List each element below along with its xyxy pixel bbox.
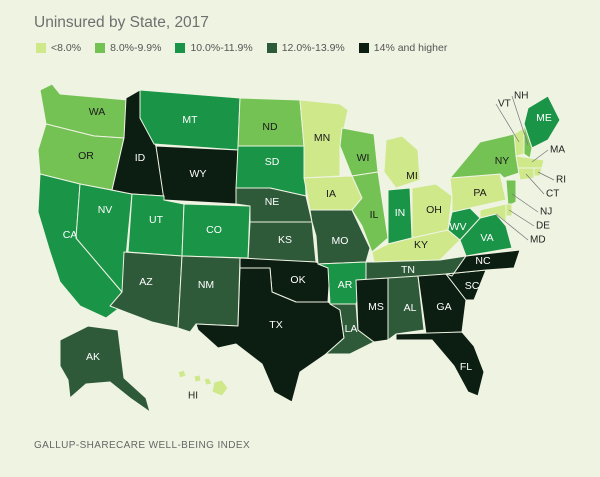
leader-line [511, 193, 539, 213]
page-title: Uninsured by State, 2017 [34, 14, 209, 31]
state-label-ga: GA [436, 301, 451, 313]
state-label-wv: WV [450, 221, 467, 233]
state-label-wa: WA [89, 106, 106, 118]
state-label-hi: HI [188, 391, 198, 402]
leader-line [531, 149, 549, 163]
state-ak [59, 325, 151, 413]
state-label-nv: NV [98, 204, 113, 216]
state-label-tn: TN [401, 264, 415, 276]
leader-line [525, 173, 545, 195]
legend: <8.0% 8.0%-9.9% 10.0%-11.9% 12.0%-13.9% 14% … [36, 42, 461, 54]
legend-swatch [95, 43, 106, 53]
state-mi [383, 135, 421, 189]
leader-line [511, 95, 529, 146]
legend-swatch [36, 43, 46, 53]
state-label-va: VA [480, 232, 493, 244]
state-label-oh: OH [426, 204, 442, 216]
legend-swatch [266, 43, 277, 53]
state-hi [177, 369, 229, 397]
state-ky [371, 229, 461, 263]
state-fl [395, 331, 485, 397]
state-la [325, 303, 375, 355]
state-mn [299, 99, 349, 179]
state-label-pa: PA [473, 187, 486, 199]
state-label-in: IN [395, 207, 406, 219]
state-label-az: AZ [139, 276, 153, 288]
state-ga [417, 273, 467, 335]
state-label-mi: MI [406, 170, 418, 182]
state-label-ak: AK [86, 351, 100, 363]
state-label-nd: ND [262, 121, 278, 133]
state-label-ar: AR [338, 279, 353, 291]
legend-item: 12.0%-13.9% [266, 42, 345, 54]
state-label-wy: WY [190, 168, 207, 180]
state-label-sc: SC [465, 280, 480, 292]
state-label-mt: MT [182, 114, 198, 126]
leader-line [495, 103, 520, 143]
state-label-nj: NJ [540, 207, 552, 218]
state-nm [177, 255, 241, 333]
state-label-vt: VT [498, 99, 511, 110]
state-oh [411, 183, 453, 239]
state-label-ct: CT [546, 189, 559, 200]
legend-item: 10.0%-11.9% [175, 42, 253, 54]
state-label-ut: UT [149, 214, 164, 226]
state-label-ms: MS [368, 301, 384, 313]
state-ms [355, 277, 389, 343]
state-label-ne: NE [265, 196, 280, 208]
leader-line [495, 213, 529, 241]
state-label-wi: WI [357, 152, 370, 164]
state-label-mn: MN [314, 132, 330, 144]
legend-label: 8.0%-9.9% [110, 42, 162, 54]
legend-label: 10.0%-11.9% [190, 42, 253, 54]
legend-label: 12.0%-13.9% [281, 42, 345, 54]
state-nj [505, 179, 517, 207]
state-label-id: ID [135, 152, 146, 164]
legend-label: <8.0% [51, 42, 82, 54]
state-label-al: AL [404, 302, 417, 314]
state-al [387, 275, 425, 341]
state-label-ri: RI [556, 175, 566, 186]
state-label-ok: OK [290, 274, 305, 286]
legend-item: 14% and higher [358, 42, 448, 54]
state-label-ks: KS [278, 234, 292, 246]
state-label-tx: TX [269, 319, 282, 331]
state-label-or: OR [78, 150, 94, 162]
source-note: GALLUP-SHARECARE WELL-BEING INDEX [34, 440, 251, 451]
state-label-nc: NC [475, 255, 491, 267]
legend-label: 14% and higher [373, 42, 448, 54]
state-label-sd: SD [265, 156, 280, 168]
state-label-ca: CA [63, 229, 78, 241]
state-label-mo: MO [332, 235, 349, 247]
legend-swatch [358, 43, 369, 53]
state-label-ia: IA [326, 188, 336, 200]
state-label-nh: NH [514, 91, 528, 102]
state-label-nm: NM [198, 279, 214, 291]
legend-swatch [175, 43, 186, 53]
state-wv [447, 207, 481, 241]
legend-item: <8.0% [36, 42, 81, 54]
state-label-me: ME [536, 112, 552, 124]
state-il [351, 171, 389, 253]
state-label-ny: NY [495, 155, 510, 167]
state-label-ky: KY [414, 239, 428, 251]
state-label-il: IL [370, 209, 379, 221]
state-label-ma: MA [550, 145, 565, 156]
state-label-de: DE [536, 221, 550, 232]
state-label-fl: FL [460, 361, 472, 373]
legend-item: 8.0%-9.9% [95, 42, 161, 54]
state-ma [515, 155, 545, 169]
state-ny [449, 133, 523, 179]
state-label-md: MD [530, 235, 546, 246]
leader-line [537, 171, 555, 181]
state-mt [139, 89, 241, 151]
state-label-la: LA [345, 323, 358, 335]
state-label-co: CO [206, 224, 222, 236]
leader-line [508, 209, 535, 227]
